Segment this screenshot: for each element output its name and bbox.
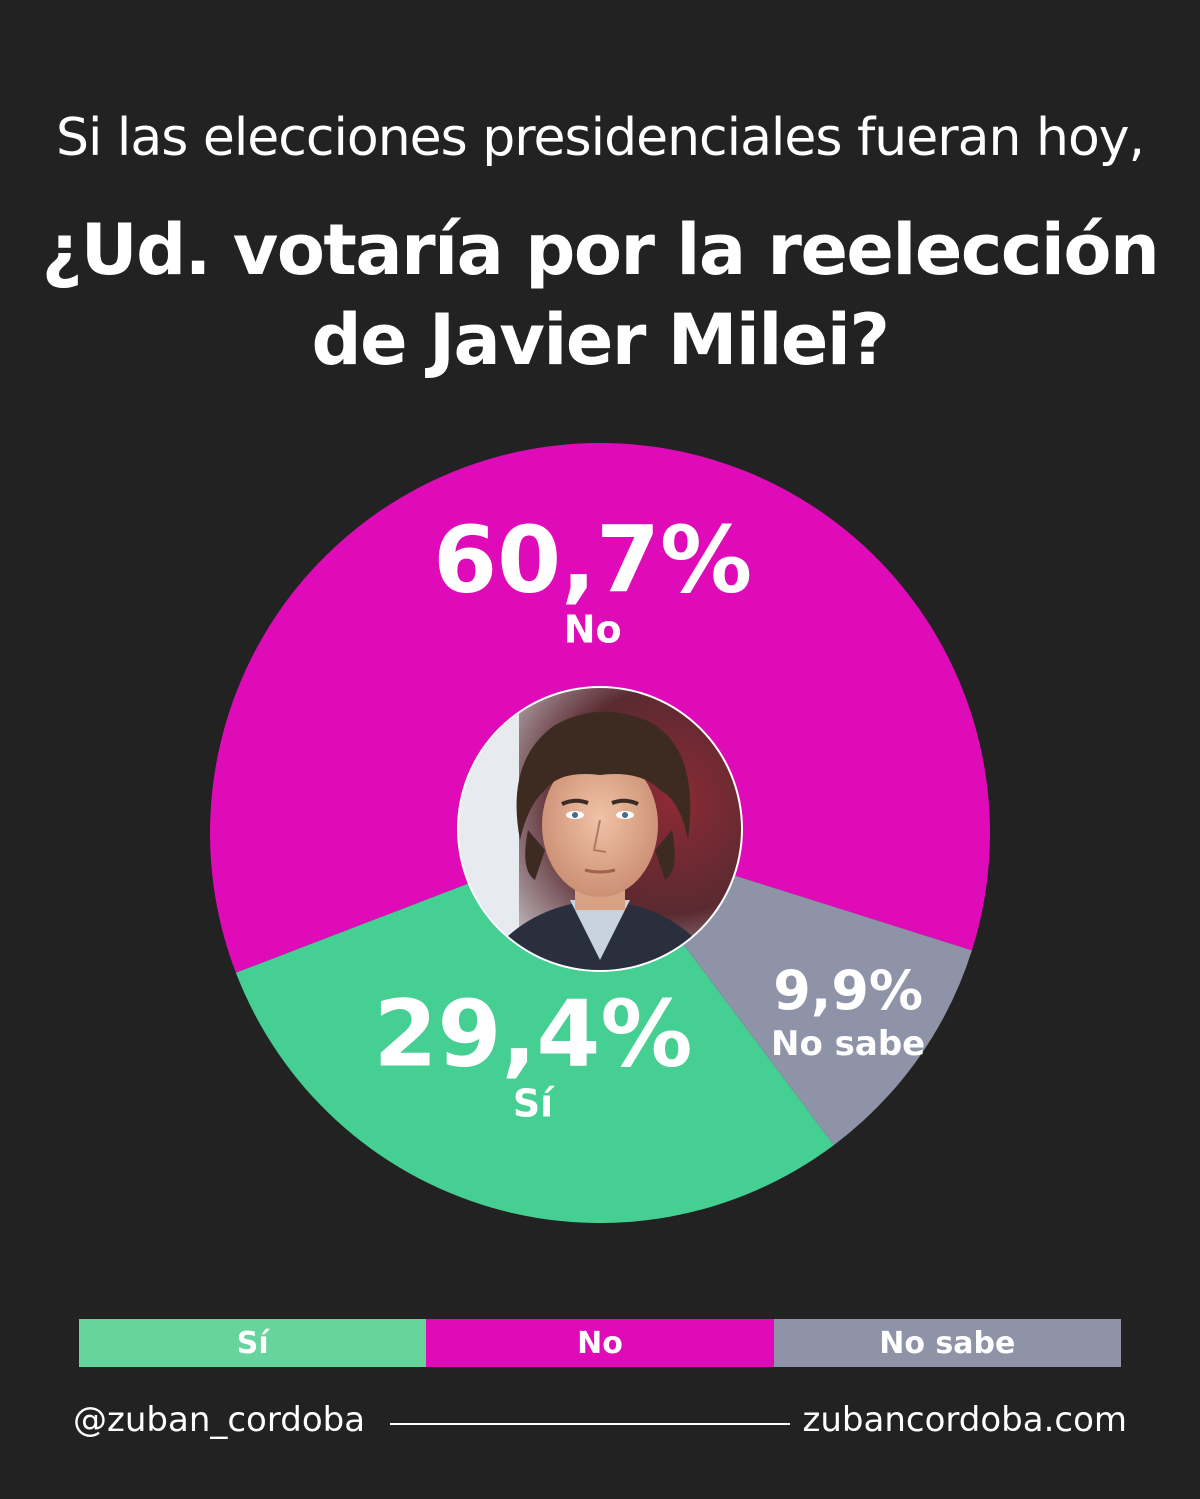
legend: Sí No No sabe (79, 1319, 1121, 1367)
legend-label-si: Sí (236, 1325, 269, 1361)
footer-handle[interactable]: @zuban_cordoba (73, 1400, 366, 1440)
title-line-1: ¿Ud. votaría por la reelección (41, 209, 1160, 291)
slice-category-label: Sí (513, 1082, 555, 1126)
slice-value-label: 60,7% (433, 506, 752, 613)
legend-label-no-sabe: No sabe (879, 1325, 1016, 1361)
footer-divider (390, 1423, 790, 1425)
legend-item-si: Sí (79, 1319, 427, 1367)
title-line-2: de Javier Milei? (311, 299, 890, 381)
slice-value-label: 9,9% (773, 959, 923, 1022)
legend-label-no: No (577, 1325, 623, 1361)
portrait-photo (457, 686, 743, 972)
slice-s- (235, 833, 834, 1224)
legend-item-no-sabe: No sabe (773, 1319, 1121, 1367)
slice-value-label: 29,4% (373, 980, 692, 1087)
footer-website-link[interactable]: zubancordoba.com (802, 1400, 1127, 1440)
subtitle: Si las elecciones presidenciales fueran … (55, 108, 1145, 168)
page-title: ¿Ud. votaría por la reelección de Javier… (0, 205, 1200, 385)
legend-item-no: No (426, 1319, 774, 1367)
slice-category-label: No (564, 608, 622, 652)
labels-group: 60,7%No 9,9%No sabe 29,4%Sí (373, 506, 925, 1125)
slice-category-label: No sabe (771, 1024, 925, 1064)
